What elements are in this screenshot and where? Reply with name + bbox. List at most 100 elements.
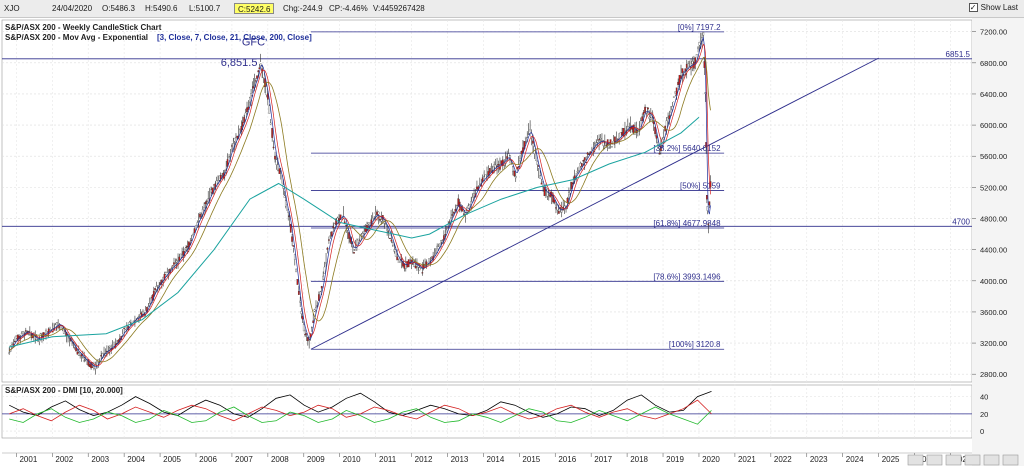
candle-body — [674, 91, 677, 94]
candle-body — [386, 229, 388, 231]
candle-body — [292, 245, 295, 247]
dmi-y-tick-label: 20 — [980, 410, 988, 419]
candle-body — [513, 170, 516, 177]
candle-body — [354, 249, 357, 251]
x-tick-label: 2016 — [558, 455, 576, 464]
x-tick-label: 2001 — [19, 455, 37, 464]
candle-body — [397, 261, 400, 263]
candle-body — [410, 259, 413, 262]
candle-body — [293, 253, 296, 260]
candle-body — [296, 279, 299, 285]
candle-body — [558, 210, 560, 214]
y-tick-label: 4800.00 — [980, 215, 1007, 224]
candle-body — [683, 74, 685, 76]
candle-body — [300, 311, 303, 314]
candle-body — [611, 146, 613, 148]
candle-body — [203, 207, 205, 211]
candle-body — [313, 309, 316, 312]
price-pane — [1, 19, 973, 383]
candle-body — [142, 310, 144, 315]
x-tick-label: 2003 — [91, 455, 109, 464]
candle-body — [396, 256, 399, 261]
candle-body — [708, 201, 711, 206]
candle-body — [598, 139, 600, 141]
candle-body — [91, 366, 94, 368]
candle-body — [228, 156, 230, 158]
fibonacci-level-label: [50%] 5159 — [680, 182, 721, 191]
volume-value: V:4459267428 — [373, 4, 425, 13]
candle-body — [231, 145, 233, 147]
chart-annotation: GFC — [242, 37, 265, 49]
y-tick-label: 2800.00 — [980, 370, 1007, 379]
candle-body — [187, 241, 190, 250]
zoom-in-button[interactable] — [964, 454, 981, 466]
candle-body — [540, 182, 543, 185]
scroll-right-button[interactable] — [926, 454, 943, 466]
x-tick-label: 2002 — [55, 455, 73, 464]
candle-body — [626, 126, 629, 131]
candle-body — [685, 64, 688, 68]
zoom-fit-button[interactable] — [983, 454, 1000, 466]
candle-body — [192, 234, 194, 237]
candle-body — [218, 175, 221, 181]
x-tick-label: 2025 — [882, 455, 900, 464]
x-tick-label: 2008 — [271, 455, 289, 464]
candle-body — [553, 199, 556, 203]
show-last-checkbox[interactable]: ✓ — [968, 3, 978, 12]
horizontal-level-label: 4700 — [952, 217, 970, 226]
candle-body — [376, 211, 378, 216]
candle-body — [639, 120, 642, 127]
x-tick-label: 2020 — [702, 455, 720, 464]
candle-body — [154, 288, 156, 291]
low-value: L:5100.7 — [189, 4, 221, 13]
show-last-toggle[interactable]: ✓ Show Last — [968, 3, 1018, 12]
candle-body — [323, 266, 326, 274]
candle-body — [412, 263, 414, 265]
candle-body — [8, 352, 11, 354]
y-axis-panel — [972, 18, 1024, 466]
chart-area[interactable]: 2800.00 3200.00 3600.00 4000.00 4400.00 4800.… — [0, 18, 1024, 466]
moving-average-200-line — [9, 116, 700, 348]
x-tick-label: 2027 — [954, 455, 972, 464]
candle-body — [586, 152, 589, 155]
candle-body — [539, 175, 542, 179]
candle-body — [284, 200, 287, 207]
show-last-label: Show Last — [980, 3, 1018, 12]
zoom-out-button[interactable] — [945, 454, 962, 466]
candle-body — [165, 271, 167, 274]
dmi-plus-line — [9, 399, 712, 422]
candle-body — [489, 168, 491, 173]
candle-body — [256, 75, 258, 79]
candle-body — [265, 86, 268, 96]
y-tick-label: 3600.00 — [980, 308, 1007, 317]
fibonacci-level-label: [78.6%] 3993.1496 — [653, 272, 721, 281]
candle-body — [647, 107, 649, 110]
y-tick-label: 6000.00 — [980, 121, 1007, 130]
dmi-y-tick-label: 40 — [980, 393, 988, 402]
candle-body — [532, 140, 534, 144]
scroll-left-button[interactable] — [907, 454, 924, 466]
x-tick-label: 2005 — [163, 455, 181, 464]
candle-body — [289, 223, 292, 233]
candle-body — [697, 47, 699, 49]
candle-body — [677, 81, 679, 86]
candle-body — [384, 223, 387, 227]
scroll-end-button[interactable] — [1002, 454, 1019, 466]
candle-body — [43, 332, 46, 334]
candle-body — [390, 239, 393, 242]
candle-body — [605, 144, 608, 146]
candle-body — [367, 222, 370, 225]
candle-body — [593, 143, 596, 145]
candle-body — [81, 357, 84, 359]
candle-body — [453, 211, 455, 214]
candle-body — [698, 41, 701, 46]
candle-body — [393, 249, 396, 252]
candle-body — [193, 228, 196, 234]
chart-annotation: 6,851.5 — [221, 57, 258, 69]
candle-body — [702, 32, 705, 36]
candle-body — [246, 107, 248, 113]
candle-body — [609, 139, 612, 143]
candle-body — [463, 213, 465, 215]
fibonacci-level-label: [100%] 3120.8 — [669, 340, 721, 349]
candle-body — [568, 191, 570, 196]
